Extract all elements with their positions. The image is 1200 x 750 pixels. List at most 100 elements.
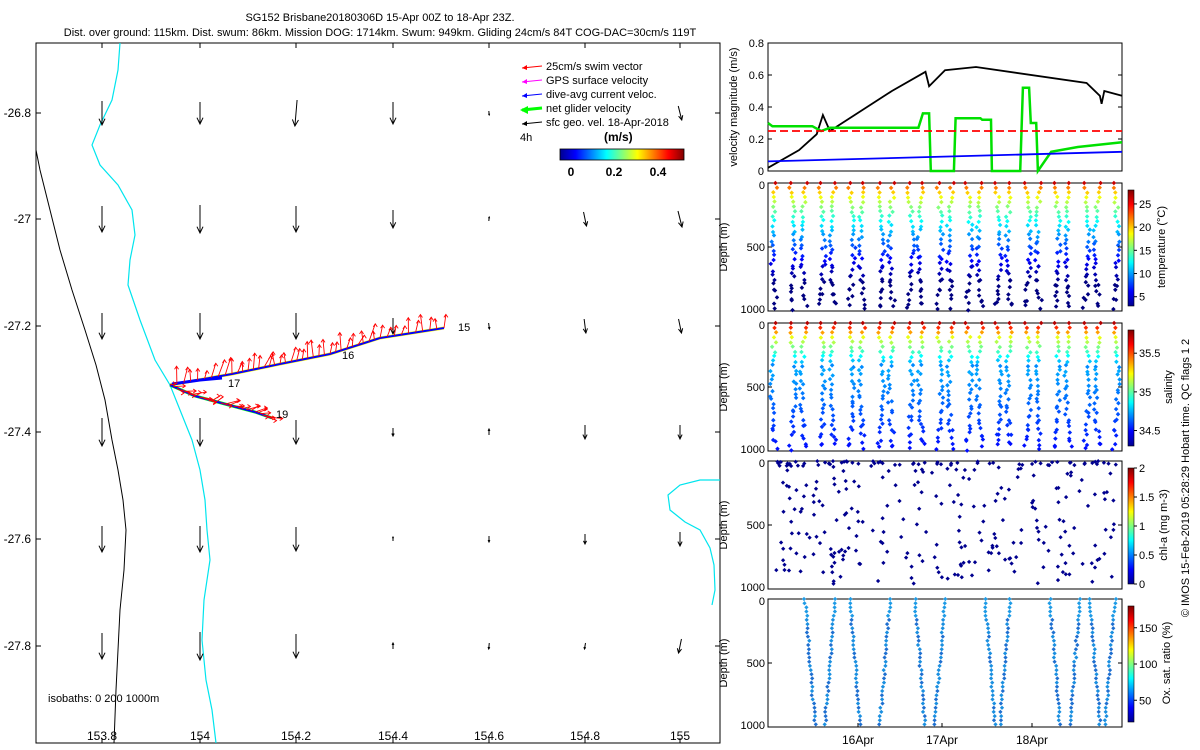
profile-dot <box>918 195 924 200</box>
profile-dot <box>817 291 823 297</box>
profile-dot <box>1066 180 1072 186</box>
profile-dot <box>878 349 883 354</box>
profile-dot <box>976 421 982 426</box>
profile-dot <box>861 185 866 190</box>
swim-vector-shaft <box>329 342 333 355</box>
profile-dot <box>964 330 969 335</box>
swim-vector <box>204 369 210 380</box>
current-arrow <box>292 527 300 553</box>
profile-dot <box>916 209 922 214</box>
profile-dot <box>937 287 942 292</box>
profile-dot <box>936 330 941 335</box>
oxygen-dot <box>807 655 812 660</box>
profile-dot <box>1063 205 1069 210</box>
profile-dot <box>801 436 806 441</box>
oxygen-dot <box>989 684 994 689</box>
salinity-colorbar <box>1127 329 1135 447</box>
chla-dot <box>1092 565 1098 570</box>
swim-vector-shaft <box>415 320 419 333</box>
chla-dot <box>786 568 792 573</box>
profile-dot <box>1004 364 1009 370</box>
chla-dot <box>853 548 859 553</box>
chla-dot <box>993 498 998 504</box>
profile-dot <box>819 199 825 205</box>
oxygen-dot <box>829 626 835 631</box>
profile-dot <box>1056 339 1061 345</box>
chla-dot <box>811 552 816 557</box>
profile-dot <box>1025 372 1030 377</box>
swim-vector <box>246 403 262 411</box>
profile-dot <box>876 444 882 449</box>
legend-sfc-label: sfc geo. vel. 18-Apr-2018 <box>546 117 669 129</box>
profile-dot <box>1087 402 1092 408</box>
profile-dot <box>1025 257 1031 263</box>
profile-dot <box>947 233 952 238</box>
oxygen-dot <box>884 630 890 635</box>
profile-dot <box>910 398 916 403</box>
profile-dot <box>998 386 1003 391</box>
swim-vector-shaft <box>372 331 375 340</box>
chla-axes-box <box>767 460 1123 590</box>
profile-dot <box>1053 304 1059 309</box>
profile-dot <box>1067 430 1073 435</box>
chla-dot <box>986 568 991 573</box>
chla-dot <box>852 479 857 484</box>
profile-dot <box>849 237 855 243</box>
oxygen-dot <box>1068 705 1074 710</box>
profile-dot <box>770 229 776 235</box>
chla-dot <box>958 562 963 567</box>
profile-dot <box>1066 320 1072 326</box>
profile-dot <box>1005 263 1011 268</box>
profile-dot <box>918 279 924 284</box>
oxygen-dot <box>857 713 863 719</box>
profile-dot <box>998 262 1004 267</box>
chla-dot <box>798 569 803 574</box>
oxygen-dot <box>809 688 815 694</box>
profile-dot <box>876 194 882 200</box>
profile-dot <box>791 214 796 219</box>
profile-dot <box>1112 441 1118 447</box>
chla-dot <box>938 462 944 467</box>
profile-dot <box>819 223 824 229</box>
chla-dot <box>836 549 842 554</box>
swim-vector-shaft <box>306 341 309 359</box>
swim-vector-head <box>361 334 367 339</box>
swim-vector <box>320 338 326 356</box>
oxygen-dot <box>1071 659 1077 664</box>
profile-dot <box>828 387 834 393</box>
track-net-yellow <box>169 326 445 387</box>
oxygen-dot <box>802 601 807 606</box>
profile-dot <box>1063 233 1068 238</box>
oxygen-dot <box>1005 638 1010 643</box>
y-tick-label: -27 <box>14 212 32 226</box>
profile-dot <box>1098 441 1103 447</box>
profile-dot <box>1026 358 1031 363</box>
profile-dot <box>1063 277 1069 283</box>
swim-vector <box>329 341 335 355</box>
swim-vector <box>386 326 394 338</box>
swim-vector-head <box>228 356 234 361</box>
profile-dot <box>831 427 837 432</box>
oxygen-dot <box>1105 684 1110 689</box>
oxygen-dot <box>988 651 993 656</box>
profile-dot <box>850 267 855 272</box>
chla-dot <box>844 459 850 464</box>
chla-dot <box>909 564 914 569</box>
profile-dot <box>1114 283 1120 289</box>
swim-vector-head <box>255 403 260 409</box>
profile-dot <box>938 409 944 415</box>
chla-dot <box>811 499 816 505</box>
swim-vector <box>236 362 245 374</box>
swim-vector <box>415 319 421 333</box>
profile-dot <box>802 354 807 359</box>
oxygen-dot <box>913 613 918 618</box>
oxygen-dot <box>881 676 887 681</box>
chla-dot <box>885 549 890 554</box>
chla-dot <box>830 458 836 464</box>
profile-dot <box>1027 385 1033 391</box>
chla-dot <box>1046 548 1051 553</box>
chla-dot <box>1072 462 1077 468</box>
profile-dot <box>860 194 866 200</box>
oxygen-dot <box>999 697 1005 702</box>
profile-dot <box>1056 264 1061 269</box>
